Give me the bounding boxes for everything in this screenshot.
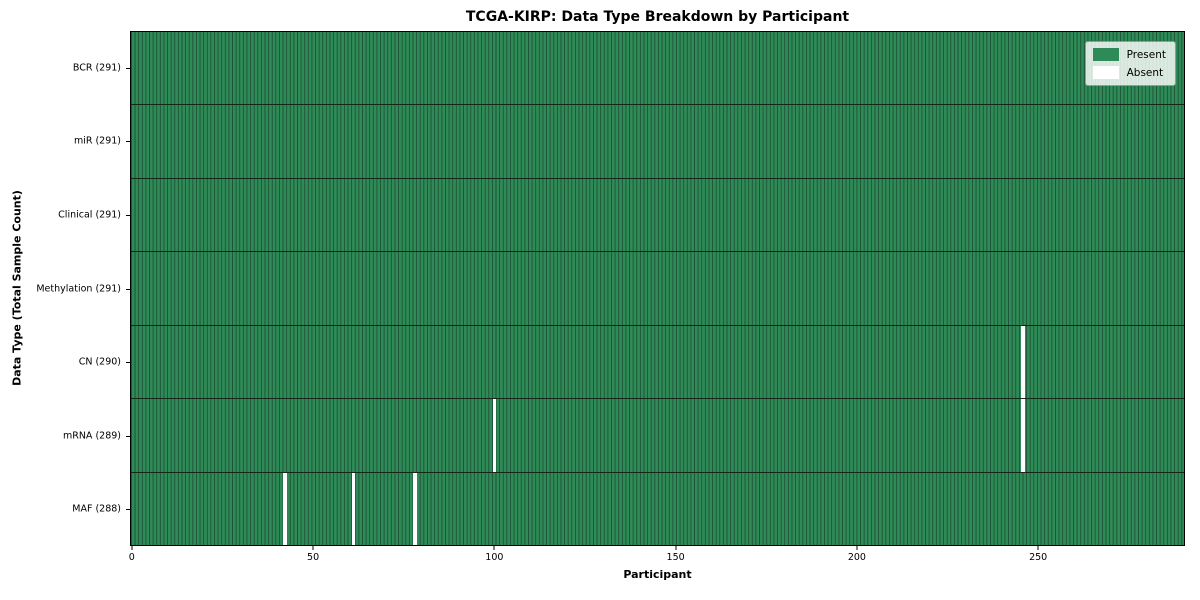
x-axis-label: Participant bbox=[623, 568, 692, 581]
absent-gap-maf-61 bbox=[351, 472, 356, 545]
y-tick-label-clinical: Clinical (291) bbox=[58, 209, 121, 221]
heatmap-row-maf bbox=[131, 472, 1184, 545]
x-tick-label-0: 0 bbox=[128, 552, 135, 563]
x-tick-label-250: 250 bbox=[1029, 552, 1048, 563]
y-tick-label-mrna: mRNA (289) bbox=[62, 430, 121, 442]
x-axis-ticks: 0 50 100 150 200 250 bbox=[128, 546, 1185, 568]
absent-gap-maf-42 bbox=[282, 472, 287, 545]
heatmap-row-mir bbox=[131, 105, 1184, 179]
y-tick-mark bbox=[126, 214, 130, 216]
chart-title: TCGA-KIRP: Data Type Breakdown by Partic… bbox=[465, 9, 850, 25]
x-tick-mark bbox=[675, 546, 677, 550]
y-axis-ticks: BCR (291) miR (291) Clinical (291) Methylat… bbox=[0, 31, 130, 546]
x-tick-mark bbox=[131, 546, 133, 550]
x-tick-mark bbox=[493, 546, 495, 550]
legend: Present Absent bbox=[1084, 41, 1176, 86]
x-tick-label-50: 50 bbox=[307, 552, 320, 563]
heatmap-row-methylation bbox=[131, 252, 1184, 326]
absent-gap-maf-78 bbox=[413, 472, 417, 545]
y-tick-mark bbox=[126, 362, 130, 364]
legend-label-present: Present bbox=[1126, 48, 1166, 61]
legend-swatch-absent-icon bbox=[1092, 66, 1119, 79]
x-tick-label-150: 150 bbox=[666, 552, 685, 563]
heatmap-row-cn bbox=[131, 325, 1184, 400]
x-tick-mark bbox=[1037, 546, 1039, 550]
heatmap-row-mrna bbox=[131, 399, 1184, 473]
legend-label-absent: Absent bbox=[1126, 66, 1164, 79]
y-tick-label-methylation: Methylation (291) bbox=[36, 283, 121, 294]
y-tick-label-cn: CN (290) bbox=[78, 356, 121, 368]
legend-swatch-present-icon bbox=[1092, 48, 1119, 61]
absent-gap-mrna-246 bbox=[1021, 399, 1025, 472]
y-tick-mark bbox=[126, 141, 130, 143]
absent-gap-mrna-100 bbox=[492, 399, 497, 472]
heatmap-row-bcr bbox=[131, 32, 1184, 106]
x-tick-label-100: 100 bbox=[485, 552, 504, 563]
absent-gap-cn-246 bbox=[1021, 325, 1025, 399]
x-tick-mark bbox=[312, 546, 314, 550]
legend-item-absent: Absent bbox=[1092, 66, 1166, 79]
y-tick-mark bbox=[126, 509, 130, 511]
x-tick-label-200: 200 bbox=[847, 552, 866, 563]
y-tick-mark bbox=[126, 435, 130, 437]
y-tick-mark bbox=[126, 67, 130, 69]
y-tick-label-bcr: BCR (291) bbox=[72, 62, 121, 74]
plot-area: Present Absent bbox=[130, 31, 1185, 546]
heatmap-rows bbox=[131, 32, 1184, 545]
legend-item-present: Present bbox=[1092, 48, 1166, 61]
y-tick-label-maf: MAF (288) bbox=[72, 503, 121, 515]
y-tick-label-mir: miR (291) bbox=[73, 135, 121, 147]
heatmap-row-clinical bbox=[131, 178, 1184, 253]
x-tick-mark bbox=[856, 546, 858, 550]
y-tick-mark bbox=[126, 288, 130, 290]
